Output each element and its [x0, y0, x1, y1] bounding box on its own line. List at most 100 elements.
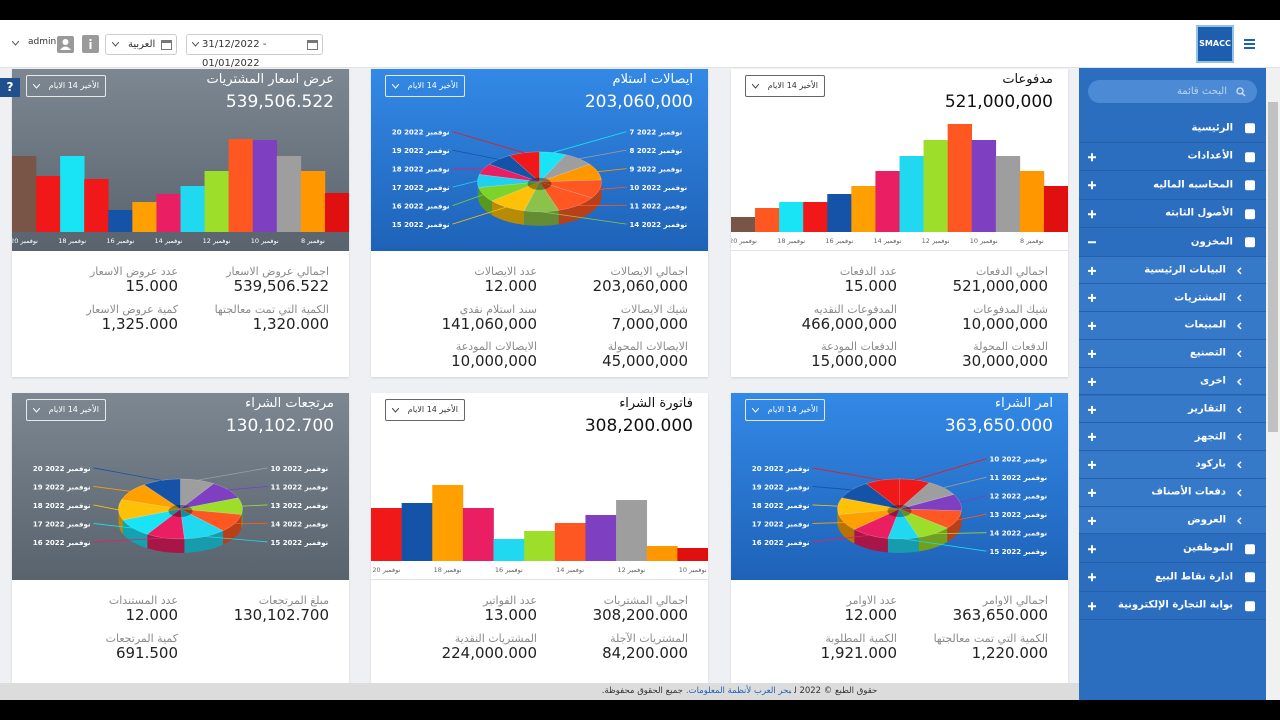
chevron: [112, 42, 119, 47]
chevron[interactable]: [12, 41, 19, 46]
bar: [731, 217, 756, 232]
stat-value: 15.000: [125, 277, 179, 295]
submenu-item[interactable]: التقارير: [1079, 395, 1266, 424]
submenu-item[interactable]: دفعات الأصناف: [1079, 478, 1266, 507]
chevron-icon: [1236, 350, 1242, 358]
period-select[interactable]: الأخير 14 الايام: [385, 75, 465, 97]
menu-item[interactable]: بوابة التجارة الإلكترونية: [1079, 591, 1266, 620]
menu-label: المشتريات: [1174, 292, 1226, 304]
leader-line: [93, 486, 131, 492]
pie-label: 18 نوفمبر 2022: [33, 502, 91, 510]
x-tick-label: 20 نوفمبر: [12, 237, 38, 245]
bar: [971, 140, 997, 232]
chevron-path: [33, 84, 40, 89]
bar: [646, 546, 678, 561]
date-range-picker[interactable]: 31/12/2022 - 01/01/2022: [186, 34, 323, 69]
leader-line: [541, 211, 627, 225]
pie-slice: [180, 508, 224, 540]
stat-value: 10,000,000: [962, 314, 1048, 333]
stat-label: عدد الفواتير: [483, 594, 537, 607]
submenu-item[interactable]: المشتريات: [1079, 284, 1266, 313]
leader-line: [93, 504, 119, 511]
pie-label: 14 نوفمبر 2022: [630, 221, 688, 229]
menu-toggle[interactable]: [1244, 38, 1256, 50]
stat-value: 539,506.522: [233, 277, 329, 295]
user-name[interactable]: admin: [28, 37, 57, 47]
stat: الكمية التي تمت معالجتها 1,320.000: [215, 303, 329, 333]
submenu-item[interactable]: اخرى: [1079, 367, 1266, 396]
pie-label: 17 نوفمبر 2022: [752, 520, 810, 528]
menu-item[interactable]: الأعدادات: [1079, 142, 1266, 171]
menu-item[interactable]: المحاسبه الماليه: [1079, 171, 1266, 200]
submenu-item[interactable]: المبيعات: [1079, 312, 1266, 340]
menu-label: باركود: [1195, 458, 1226, 470]
submenu-item[interactable]: التجهز: [1079, 423, 1266, 452]
leader-line: [597, 168, 627, 173]
pie-slice: [122, 508, 181, 535]
submenu-item[interactable]: البيانات الرئيسية: [1079, 256, 1266, 285]
bar: [108, 210, 133, 232]
chevron: [752, 84, 759, 89]
menu-item[interactable]: الموظفين: [1079, 534, 1266, 563]
chevron: [192, 42, 199, 47]
menu-search[interactable]: البحث قائمة: [1088, 80, 1257, 103]
pie-slice: [865, 478, 900, 510]
menu-item[interactable]: الرئيسية: [1079, 114, 1266, 143]
leader-line: [812, 486, 852, 491]
period-select[interactable]: الأخير 14 الايام: [26, 75, 106, 97]
bar: [803, 202, 828, 232]
logo[interactable]: SMACC: [1196, 25, 1234, 63]
scrollbar[interactable]: [1266, 68, 1280, 700]
bar: [36, 176, 61, 232]
x-tick-label: 20 نوفمبر: [372, 566, 400, 574]
user-icon[interactable]: [57, 36, 74, 53]
submenu-item[interactable]: باركود: [1079, 451, 1266, 479]
leader-line: [903, 538, 987, 552]
menu-item[interactable]: المخزون: [1079, 228, 1266, 257]
menu-item[interactable]: الأصول الثابته: [1079, 199, 1266, 228]
stat-value: 15,000,000: [811, 352, 897, 370]
card-title: فاتورة الشراء: [619, 396, 693, 411]
x-tick-label: 10 نوفمبر: [970, 237, 998, 245]
menu-icons: [1088, 294, 1242, 303]
stat: عدد الاوامر 12.000: [845, 594, 898, 624]
pie-label: 15 نوفمبر 2022: [271, 539, 329, 547]
bar: [180, 186, 205, 232]
scrollbar-thumb[interactable]: [1268, 102, 1278, 432]
pie-slice: [488, 155, 540, 183]
bar: [875, 171, 900, 232]
stat-value: 30,000,000: [962, 352, 1048, 370]
header: SMACC 31/12/2022 - 01/01/2022 العربية ad…: [0, 20, 1280, 69]
bar: [252, 140, 278, 232]
menu-label: البيانات الرئيسية: [1144, 264, 1226, 276]
dashboard-card: 10 نوفمبر 2022 11 نوفمبر 2022 12 نوفمبر 20…: [731, 393, 1068, 685]
card-header: 10 نوفمبر 2022 11 نوفمبر 2022 13 نوفمبر 20…: [12, 393, 349, 580]
language-select[interactable]: العربية: [105, 34, 177, 55]
leader-line: [552, 131, 627, 153]
period-select[interactable]: الأخير 14 الايام: [26, 399, 106, 421]
menu-icons: [1088, 151, 1255, 162]
stat-value: 10,000,000: [451, 352, 537, 370]
period-select[interactable]: الأخير 14 الايام: [745, 399, 825, 421]
menu-label: الأعدادات: [1187, 150, 1233, 162]
menu-item[interactable]: ادارة نقاط البيع: [1079, 563, 1266, 592]
info-button[interactable]: [82, 35, 99, 53]
bar: [228, 139, 254, 232]
footer-link[interactable]: بحر العرب لأنظمة المعلومات.: [685, 686, 792, 696]
pie-sides: [118, 508, 243, 553]
bar: [132, 202, 157, 232]
help-button[interactable]: ?: [0, 78, 20, 97]
bottom-bar: [0, 700, 1280, 720]
period-select[interactable]: الأخير 14 الايام: [385, 399, 465, 421]
submenu-item[interactable]: العروض: [1079, 506, 1266, 535]
menu-icons: [1088, 600, 1255, 611]
period-select[interactable]: الأخير 14 الايام: [745, 75, 825, 97]
card-total: 308,200.000: [584, 416, 693, 436]
leader-line: [812, 504, 838, 507]
pie-label: 9 نوفمبر 2022: [630, 166, 683, 174]
pie-slice-side: [147, 534, 185, 553]
pie-label: 15 نوفمبر 2022: [990, 548, 1048, 556]
submenu-item[interactable]: التصنيع: [1079, 339, 1266, 368]
stat: عدد الايصالات 12.000: [474, 265, 537, 295]
pie-slice-side: [837, 508, 839, 529]
